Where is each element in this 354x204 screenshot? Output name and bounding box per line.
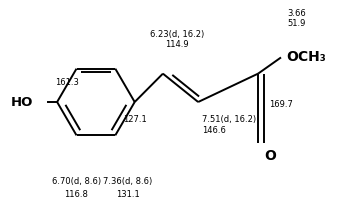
Text: OCH₃: OCH₃ [286, 50, 326, 64]
Text: 131.1: 131.1 [116, 190, 139, 198]
Text: 7.36(d, 8.6): 7.36(d, 8.6) [103, 177, 152, 186]
Text: 6.70(d, 8.6): 6.70(d, 8.6) [52, 177, 101, 186]
Text: 161.3: 161.3 [55, 78, 79, 87]
Text: 7.51(d, 16.2)
146.6: 7.51(d, 16.2) 146.6 [202, 115, 256, 135]
Text: 3.66
51.9: 3.66 51.9 [287, 9, 306, 28]
Text: HO: HO [11, 95, 33, 109]
Text: 127.1: 127.1 [123, 115, 147, 124]
Text: O: O [264, 149, 276, 163]
Text: 116.8: 116.8 [64, 190, 88, 198]
Text: 169.7: 169.7 [269, 100, 292, 109]
Text: 6.23(d, 16.2)
114.9: 6.23(d, 16.2) 114.9 [150, 30, 204, 49]
